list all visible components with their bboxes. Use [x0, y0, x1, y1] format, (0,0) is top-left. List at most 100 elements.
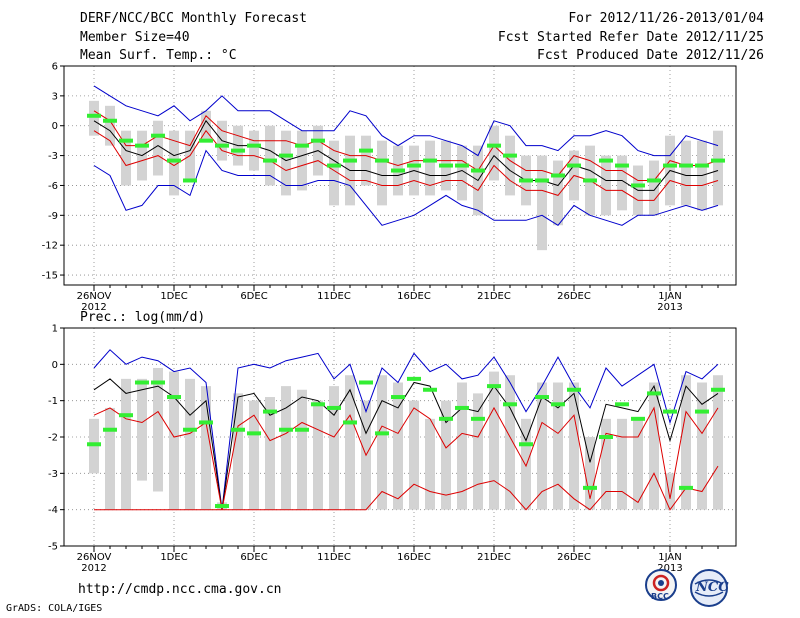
ensemble-box	[457, 145, 467, 201]
ensemble-box	[617, 418, 627, 510]
median-marker	[487, 143, 501, 148]
ensemble-box	[601, 155, 611, 216]
x-tick-year-label: 2013	[657, 302, 682, 313]
median-marker	[135, 143, 149, 148]
ensemble-box	[377, 140, 387, 206]
x-tick-label: 11DEC	[317, 552, 351, 563]
ensemble-box	[233, 393, 243, 510]
median-marker	[375, 158, 389, 163]
median-marker	[615, 402, 629, 407]
median-marker	[311, 402, 325, 407]
ensemble-box	[185, 378, 195, 510]
ncc-logo-text: NCC	[696, 580, 729, 595]
ensemble-box	[425, 418, 435, 510]
y-tick-label: -9	[48, 211, 58, 222]
median-marker	[327, 405, 341, 410]
median-marker	[599, 435, 613, 439]
y-tick-label: 1	[52, 324, 58, 335]
x-tick-label: 21DEC	[477, 291, 511, 302]
median-marker	[183, 178, 197, 183]
y-tick-label: -15	[42, 271, 58, 282]
median-marker	[87, 442, 101, 447]
x-tick-label: 21DEC	[477, 552, 511, 563]
ensemble-box	[713, 375, 723, 510]
y-tick-label: 0	[52, 121, 58, 132]
series-line-max	[93, 85, 719, 157]
x-tick-label: 16DEC	[397, 291, 431, 302]
series-line-upper_spread	[93, 406, 719, 510]
median-marker	[631, 183, 645, 188]
ensemble-box	[713, 130, 723, 206]
median-marker	[359, 148, 373, 153]
median-marker	[103, 427, 117, 432]
x-tick-label: 1JAN	[658, 552, 681, 563]
x-tick-label: 6DEC	[240, 291, 267, 302]
y-tick-label: -5	[48, 542, 58, 553]
ensemble-box	[153, 367, 163, 492]
median-marker	[119, 413, 133, 418]
y-tick-label: -12	[42, 241, 58, 252]
median-marker	[711, 387, 725, 392]
median-marker	[295, 143, 309, 148]
median-marker	[647, 178, 661, 183]
median-marker	[359, 380, 373, 385]
series-line-lower_spread	[94, 465, 719, 511]
median-marker	[199, 138, 213, 143]
member-size: Member Size=40	[80, 30, 190, 45]
median-marker	[519, 442, 533, 447]
ensemble-box	[601, 418, 611, 510]
median-marker	[487, 384, 501, 389]
median-marker	[663, 163, 677, 168]
source-url[interactable]: http://cmdp.ncc.cma.gov.cn	[78, 582, 282, 597]
ensemble-box	[265, 125, 275, 186]
ensemble-box	[537, 382, 547, 510]
median-marker	[279, 427, 293, 432]
x-tick-year-label: 2012	[81, 563, 106, 574]
ensemble-box	[297, 130, 307, 191]
ensemble-box	[441, 400, 451, 510]
y-tick-label: -2	[48, 433, 58, 444]
median-marker	[519, 178, 533, 183]
chart-title: DERF/NCC/BCC Monthly Forecast	[80, 11, 307, 26]
bcc-logo-text: BCC	[651, 592, 669, 601]
ensemble-box	[697, 382, 707, 510]
ensemble-box	[585, 437, 595, 510]
ensemble-box	[393, 382, 403, 510]
median-marker	[151, 133, 165, 138]
median-marker	[407, 376, 421, 381]
ensemble-box	[329, 386, 339, 510]
ensemble-box	[249, 130, 259, 171]
median-marker	[535, 395, 549, 400]
ensemble-box	[537, 155, 547, 251]
grads-credit: GrADS: COLA/IGES	[6, 603, 103, 614]
median-marker	[535, 178, 549, 183]
median-marker	[279, 153, 293, 158]
median-marker	[551, 173, 565, 178]
ensemble-box	[665, 473, 675, 510]
y-tick-label: -3	[48, 469, 58, 480]
ensemble-box	[553, 382, 563, 510]
median-marker	[231, 427, 245, 432]
median-marker	[503, 402, 517, 407]
y-tick-label: -6	[48, 181, 58, 192]
median-marker	[679, 163, 693, 168]
median-marker	[455, 163, 469, 168]
ensemble-box	[201, 386, 211, 510]
median-marker	[423, 387, 437, 392]
ensemble-box	[505, 135, 515, 196]
x-tick-label: 26NOV	[77, 291, 112, 302]
series-line-lower_spread	[93, 129, 719, 201]
ensemble-box	[153, 120, 163, 176]
median-marker	[343, 420, 357, 425]
forecast-produced: Fcst Produced Date 2012/11/26	[537, 48, 764, 63]
median-marker	[247, 143, 261, 148]
x-tick-label: 6DEC	[240, 552, 267, 563]
ensemble-box	[297, 389, 307, 510]
ensemble-box	[681, 140, 691, 206]
series-line-mean	[93, 378, 719, 510]
median-marker	[695, 163, 709, 168]
median-marker	[439, 163, 453, 168]
ensemble-box	[633, 418, 643, 510]
median-marker	[471, 168, 485, 173]
median-marker	[711, 158, 725, 163]
